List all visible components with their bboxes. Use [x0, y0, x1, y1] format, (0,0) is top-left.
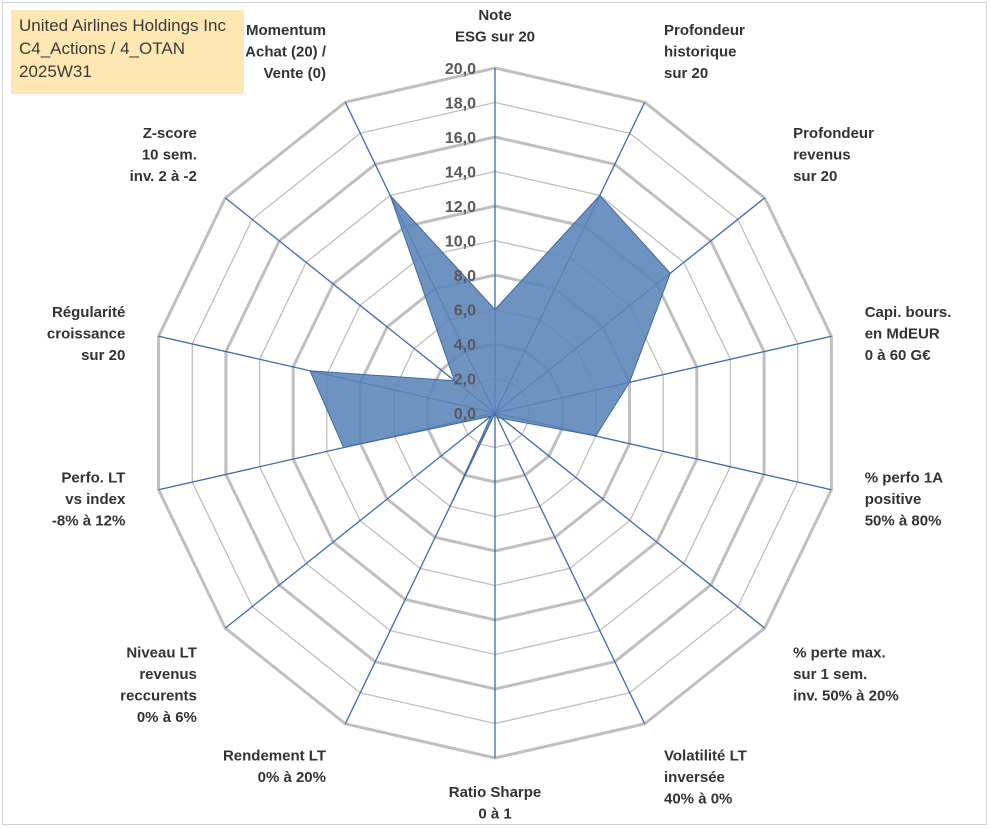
- tick-label-2: 4,0: [454, 337, 476, 354]
- axis-label-1-line-2: sur 20: [664, 65, 708, 82]
- axis-label-7: Ratio Sharpe 0 à 1: [449, 784, 542, 823]
- axis-label-3-line-0: Capi. bours.: [865, 304, 952, 321]
- axis-label-2-line-0: Profondeur: [793, 125, 874, 142]
- tick-label-7: 14,0: [445, 165, 476, 182]
- axis-label-3: Capi. bours. en MdEUR 0 à 60 G€: [865, 304, 952, 364]
- axis-label-4: % perfo 1A positive 50% à 80%: [865, 469, 944, 529]
- axis-label-7-line-1: 0 à 1: [478, 806, 511, 823]
- axis-label-2-line-1: revenus: [793, 147, 851, 164]
- axis-label-8: Rendement LT 0% à 20%: [223, 747, 326, 786]
- axis-label-6-line-2: 40% à 0%: [664, 790, 732, 807]
- axis-label-9-line-3: 0% à 6%: [137, 709, 197, 726]
- tick-label-8: 16,0: [445, 130, 476, 147]
- axis-label-2: Profondeur revenus sur 20: [793, 125, 874, 185]
- axis-label-4-line-1: positive: [865, 491, 922, 508]
- radar-series: [309, 194, 671, 507]
- axis-label-11-line-1: croissance: [47, 326, 125, 343]
- axis-label-12: Z-score 10 sem. inv. 2 à -2: [130, 125, 197, 185]
- axis-label-2-line-2: sur 20: [793, 168, 837, 185]
- tick-label-5: 10,0: [445, 234, 476, 251]
- spoke-5: [494, 412, 766, 629]
- axis-label-9-line-2: reccurents: [120, 687, 197, 704]
- axis-label-8-line-0: Rendement LT: [223, 747, 326, 764]
- header-company: United Airlines Holdings Inc: [19, 16, 226, 35]
- axis-label-13: Momentum Achat (20) / Vente (0): [245, 22, 327, 82]
- axis-label-10-line-1: vs index: [65, 491, 126, 508]
- axis-label-6-line-1: inversée: [664, 769, 725, 786]
- axis-label-4-line-2: 50% à 80%: [865, 512, 942, 529]
- axis-label-0-line-0: Note: [478, 7, 511, 24]
- axis-label-6-line-0: Volatilité LT: [664, 747, 747, 764]
- chart-header-box: United Airlines Holdings Inc C4_Actions …: [11, 10, 244, 94]
- axis-label-13-line-1: Achat (20) /: [245, 44, 327, 61]
- axis-label-1: Profondeur historique sur 20: [664, 22, 745, 82]
- axis-label-6: Volatilité LT inversée 40% à 0%: [664, 747, 747, 807]
- series-area-0: [309, 194, 671, 507]
- axis-label-0-line-1: ESG sur 20: [455, 29, 535, 46]
- axis-label-13-line-0: Momentum: [246, 22, 326, 39]
- axis-label-3-line-2: 0 à 60 G€: [865, 347, 932, 364]
- axis-label-12-line-0: Z-score: [143, 125, 197, 142]
- spoke-9: [224, 412, 496, 629]
- axis-label-10-line-2: -8% à 12%: [52, 512, 125, 529]
- axis-label-5: % perte max. sur 1 sem. inv. 50% à 20%: [793, 644, 899, 704]
- tick-label-10: 20,0: [445, 61, 476, 78]
- radar-tick-labels: 0,0 2,0 4,0 6,0 8,0 10,0 12,0 14,0 16,0 18,0 20,0: [445, 61, 476, 423]
- axis-label-13-line-2: Vente (0): [263, 65, 326, 82]
- tick-label-9: 18,0: [445, 96, 476, 113]
- axis-label-9-line-1: revenus: [139, 666, 197, 683]
- axis-label-9: Niveau LT revenus reccurents 0% à 6%: [120, 644, 197, 726]
- tick-label-1: 2,0: [454, 372, 476, 389]
- header-category: C4_Actions / 4_OTAN: [19, 39, 185, 58]
- tick-label-0: 0,0: [454, 406, 476, 423]
- radar-axis-labels: Note ESG sur 20 Profondeur historique sur 20…: [47, 7, 951, 823]
- axis-label-10: Perfo. LT vs index -8% à 12%: [52, 469, 126, 529]
- axis-label-11: Régularité croissance sur 20: [47, 304, 125, 364]
- axis-label-0: Note ESG sur 20: [455, 7, 535, 46]
- axis-label-11-line-0: Régularité: [52, 304, 125, 321]
- axis-label-3-line-1: en MdEUR: [865, 326, 940, 343]
- axis-label-5-line-1: sur 1 sem.: [793, 666, 867, 683]
- axis-label-1-line-1: historique: [664, 44, 737, 61]
- axis-label-12-line-1: 10 sem.: [142, 147, 197, 164]
- axis-label-10-line-0: Perfo. LT: [61, 469, 125, 486]
- axis-label-1-line-0: Profondeur: [664, 22, 745, 39]
- spoke-12: [224, 197, 496, 414]
- spoke-6: [494, 412, 646, 725]
- axis-label-9-line-0: Niveau LT: [126, 644, 197, 661]
- axis-label-5-line-0: % perte max.: [793, 644, 886, 661]
- tick-label-3: 6,0: [454, 303, 476, 320]
- axis-label-5-line-2: inv. 50% à 20%: [793, 687, 899, 704]
- axis-label-4-line-0: % perfo 1A: [865, 469, 944, 486]
- axis-label-7-line-0: Ratio Sharpe: [449, 784, 542, 801]
- axis-label-12-line-2: inv. 2 à -2: [130, 168, 197, 185]
- header-week: 2025W31: [19, 62, 92, 81]
- axis-label-8-line-1: 0% à 20%: [258, 769, 326, 786]
- axis-label-11-line-2: sur 20: [81, 347, 125, 364]
- tick-label-4: 8,0: [454, 268, 476, 285]
- tick-label-6: 12,0: [445, 199, 476, 216]
